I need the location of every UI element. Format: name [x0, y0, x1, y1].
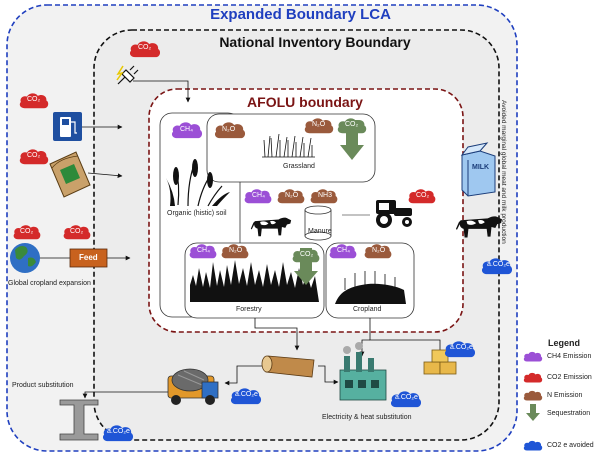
legend-co2-icon: [523, 372, 543, 383]
factory-icon: [339, 342, 387, 401]
hay-bales-icon: [423, 349, 457, 375]
avoided-marginal-label: Avoided marginal global meat and milk pr…: [500, 100, 507, 244]
expanded-boundary-title: Expanded Boundary LCA: [210, 6, 391, 23]
fuel-pump-icon: [53, 112, 82, 141]
cropland-elec-arrow: [359, 339, 370, 357]
crop-stalks-icon: [344, 271, 396, 290]
cropland-output-arrow: [369, 318, 443, 357]
grassland-label: Grassland: [283, 163, 315, 170]
legend-avoided-icon: [523, 440, 543, 451]
crop-field-icon: [335, 283, 406, 304]
log-to-elec-arrow: [318, 365, 339, 385]
plug-to-afolu-arrow: [133, 80, 191, 103]
manure-label: Manure: [308, 228, 332, 235]
cloud-label-co2: CO₂: [70, 228, 84, 235]
feed-box: [69, 248, 108, 268]
legend-item-co2: CO2 Emission: [547, 374, 592, 381]
afolu-boundary-title: AFOLU boundary: [247, 94, 363, 110]
milk-label: MILK: [472, 164, 490, 171]
milk-carton-icon: [460, 142, 496, 197]
fertilizer-bag-icon: [49, 151, 91, 198]
log-icon: [261, 355, 315, 378]
globe-icon: [10, 243, 40, 273]
electricity-heat-label: Electricity & heat substitution: [322, 414, 412, 421]
manure-barrel-icon: [304, 205, 332, 241]
legend-n-icon: [523, 390, 543, 401]
global-cropland-label: Global cropland expansion: [8, 280, 91, 287]
legend-title: Legend: [548, 338, 581, 348]
cloud-label-a-co2e: a.CO₂e: [487, 261, 510, 268]
cloud-label-a-co2e: a.CO₂e: [107, 428, 130, 435]
feed-label: Feed: [79, 253, 98, 262]
cropland-label: Cropland: [353, 306, 382, 313]
forest-icon: [190, 260, 319, 302]
cloud-label-a-co2e: a.CO₂e: [450, 344, 473, 351]
cloud-label-ch4: CH₄: [197, 247, 210, 254]
cloud-label-a-co2e: a.CO₂e: [395, 394, 418, 401]
organic-soil-label: Organic (histic) soil: [167, 210, 227, 217]
cloud-label-a-co2e: a.CO₂e: [235, 391, 258, 398]
cement-truck-icon: [167, 368, 219, 405]
cloud-label-co2: CO₂: [138, 44, 152, 51]
cloud-label-n2o: N₂O: [372, 247, 386, 254]
legend-item-n: N Emission: [547, 392, 583, 399]
legend-sequestration-icon: [526, 404, 540, 421]
cloud-label-co2: CO₂: [300, 251, 314, 258]
power-plug-icon: [116, 65, 139, 85]
cloud-label-nh3: NH3: [318, 192, 333, 199]
steel-beam-icon: [59, 399, 99, 441]
national-boundary-title: National Inventory Boundary: [219, 34, 411, 50]
grassland-box: [206, 113, 376, 183]
legend-item-sequestration: Sequestration: [547, 410, 591, 417]
product-sub-arrow: [82, 391, 168, 399]
forestry-output-arrow: [254, 318, 300, 351]
avoided-marginal-label-wrap: Avoided marginal global meat and milk pr…: [497, 100, 509, 290]
cloud-label-n2o: N₂O: [229, 247, 243, 254]
cloud-label-co2: CO₂: [20, 228, 34, 235]
grass-icon: [262, 133, 315, 158]
cloud-label-co2: CO₂: [27, 96, 41, 103]
cloud-label-ch4: CH₄: [337, 247, 350, 254]
legend-item-ch4: CH4 Emission: [547, 353, 592, 360]
cloud-label-ch4: CH₄: [180, 126, 193, 133]
cloud-label-n2o: N₂O: [312, 121, 326, 128]
cloud-label-ch4: CH₄: [252, 192, 265, 199]
cattail-plant-icon: [166, 159, 230, 207]
fertilizer-arrow: [87, 172, 123, 179]
cloud-label-co2: CO₂: [416, 192, 430, 199]
legend-ch4-icon: [523, 351, 543, 362]
cloud-label-n2o: N₂O: [222, 126, 236, 133]
cloud-label-n2o: N₂O: [285, 192, 299, 199]
tractor-icon: [376, 200, 412, 228]
forestry-label: Forestry: [236, 306, 262, 313]
log-to-truck-arrow: [224, 365, 262, 386]
legend-item-avoided: CO2 e avoided: [547, 442, 594, 449]
cloud-label-co2: CO₂: [345, 121, 359, 128]
cloud-label-co2: CO₂: [27, 152, 41, 159]
product-substitution-label: Product substitution: [12, 382, 74, 389]
